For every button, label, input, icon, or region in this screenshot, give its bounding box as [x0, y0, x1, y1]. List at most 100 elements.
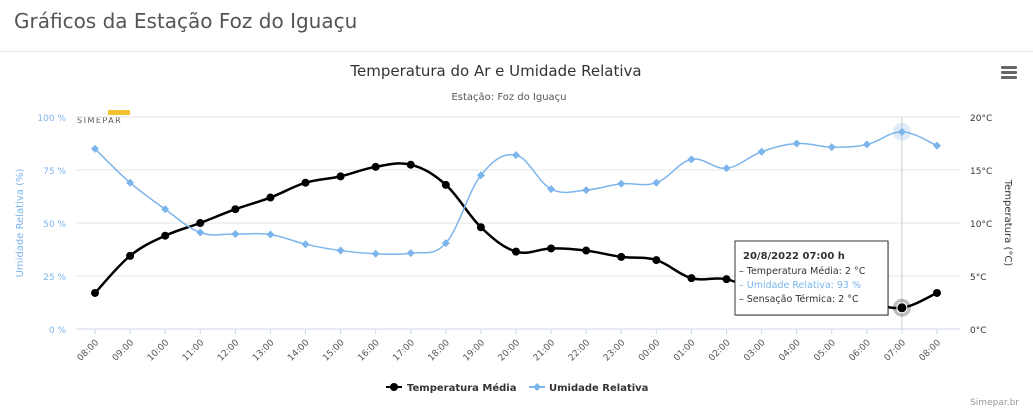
- x-tick-label: 03:00: [742, 338, 768, 364]
- logo-text: SIMEPAR: [77, 116, 122, 125]
- y-right-tick-label: 15°C: [970, 167, 992, 177]
- temperature-point: [617, 252, 626, 261]
- temperature-point: [371, 162, 380, 171]
- chart-svg: Temperatura do Ar e Umidade Relativa Esta…: [15, 62, 1013, 394]
- x-tick-label: 00:00: [637, 338, 663, 364]
- x-tick-label: 18:00: [427, 338, 453, 364]
- logo-mark: [108, 110, 130, 115]
- humidity-point: [933, 141, 941, 150]
- humidity-point: [687, 155, 696, 164]
- tooltip-line: – Temperatura Média: 2 °C: [739, 266, 866, 277]
- tooltip-box: [734, 240, 889, 316]
- x-tick-label: 20:00: [497, 338, 523, 364]
- humidity-point: [582, 186, 591, 195]
- page-header: Gráficos da Estação Foz do Iguaçu: [0, 0, 1033, 52]
- x-tick-label: 21:00: [532, 338, 558, 364]
- humidity-line: [94, 131, 938, 256]
- humidity-point: [196, 228, 205, 237]
- humidity-point: [792, 139, 801, 148]
- x-tick-label: 06:00: [848, 338, 874, 364]
- tooltip-line: – Umidade Relativa: 93 %: [739, 280, 861, 291]
- menu-bar: [1001, 71, 1017, 74]
- temperature-point: [687, 274, 696, 283]
- humidity-point: [547, 185, 556, 194]
- legend-humidity-label: Umidade Relativa: [549, 383, 648, 394]
- temperature-point: [266, 193, 275, 202]
- humidity-point: [161, 205, 170, 214]
- x-tick-label: 07:00: [883, 338, 909, 364]
- humidity-point: [231, 230, 240, 239]
- humidity-point: [827, 143, 836, 152]
- temperature-hover-point: [896, 302, 908, 314]
- x-tick-label: 11:00: [181, 338, 207, 364]
- x-tick-label: 12:00: [216, 338, 242, 364]
- humidity-point: [617, 179, 626, 188]
- x-tick-label: 08:00: [918, 338, 944, 364]
- y-right-tick-label: 5°C: [970, 273, 987, 283]
- x-tick-label: 10:00: [146, 338, 172, 364]
- legend-temp-label: Temperatura Média: [407, 382, 516, 394]
- y-left-tick-label: 50 %: [43, 220, 66, 230]
- temperature-point: [231, 205, 240, 214]
- temperature-point: [652, 256, 661, 265]
- x-tick-label: 14:00: [286, 338, 312, 364]
- y-left-tick-label: 100 %: [37, 114, 66, 124]
- humidity-point: [91, 144, 99, 153]
- x-tick-label: 01:00: [672, 338, 698, 364]
- humidity-point: [126, 178, 135, 187]
- y-right-tick-label: 20°C: [970, 114, 992, 124]
- chart-menu-icon[interactable]: [1001, 66, 1017, 80]
- y-left-tick-label: 75 %: [43, 167, 66, 177]
- temperature-point: [582, 246, 591, 255]
- humidity-point: [371, 249, 380, 258]
- page-title: Gráficos da Estação Foz do Iguaçu: [14, 9, 358, 33]
- x-tick-label: 04:00: [777, 338, 803, 364]
- y-right-tick-label: 0°C: [970, 326, 987, 336]
- chart-container: Temperatura do Ar e Umidade Relativa Esta…: [0, 53, 1033, 414]
- humidity-point: [266, 230, 275, 239]
- y-left-tick-label: 25 %: [43, 273, 66, 283]
- temperature-point: [512, 247, 520, 256]
- chart-credits[interactable]: Simepar.br: [970, 398, 1019, 408]
- y-left-axis-title: Umidade Relativa (%): [15, 169, 26, 278]
- temperature-point: [126, 251, 135, 260]
- humidity-hover-halo: [892, 122, 911, 141]
- chart-title: Temperatura do Ar e Umidade Relativa: [349, 62, 641, 80]
- temperature-point: [91, 288, 99, 297]
- temperature-point: [406, 160, 415, 169]
- x-tick-label: 19:00: [462, 338, 488, 364]
- humidity-point: [441, 239, 450, 248]
- tooltip-title: 20/8/2022 07:00 h: [743, 251, 845, 262]
- tooltip-line: – Sensação Térmica: 2 °C: [739, 294, 859, 305]
- temperature-point: [933, 288, 941, 297]
- x-tick-label: 17:00: [391, 338, 417, 364]
- temperature-point: [476, 223, 485, 232]
- humidity-point: [897, 127, 906, 136]
- menu-bar: [1001, 66, 1017, 69]
- x-tick-label: 05:00: [812, 338, 838, 364]
- humidity-point: [757, 147, 766, 156]
- x-tick-label: 13:00: [251, 338, 277, 364]
- temperature-point: [161, 231, 170, 240]
- legend-humidity-symbol: [533, 383, 541, 391]
- x-tick-label: 22:00: [567, 338, 593, 364]
- temperature-point: [336, 172, 345, 181]
- humidity-point: [512, 151, 520, 160]
- humidity-point: [652, 178, 661, 187]
- temperature-point: [196, 219, 205, 227]
- temperature-point: [301, 178, 310, 187]
- y-right-axis-title: Temperatura (°C): [1002, 179, 1013, 267]
- menu-bar: [1001, 76, 1017, 79]
- temperature-point: [722, 275, 731, 284]
- x-tick-label: 16:00: [356, 338, 382, 364]
- humidity-point: [301, 240, 310, 249]
- temperature-point: [441, 180, 450, 189]
- humidity-point: [476, 171, 485, 180]
- x-tick-label: 09:00: [111, 338, 137, 364]
- humidity-point: [406, 249, 415, 258]
- x-tick-label: 08:00: [76, 338, 102, 364]
- legend-temp-symbol: [390, 383, 398, 391]
- y-right-tick-label: 10°C: [970, 220, 992, 230]
- chart-subtitle: Estação: Foz do Iguaçu: [451, 92, 566, 103]
- x-tick-label: 23:00: [602, 338, 628, 364]
